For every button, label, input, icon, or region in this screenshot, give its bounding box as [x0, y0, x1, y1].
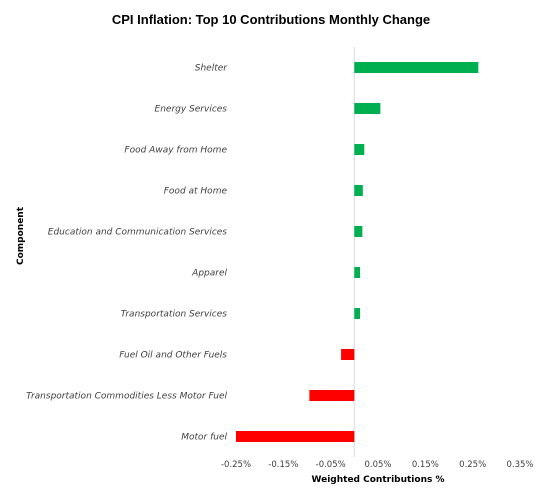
category-label: Apparel — [191, 269, 227, 279]
bar-transportation-services — [354, 308, 361, 319]
bar-apparel — [354, 267, 361, 278]
category-label: Education and Communication Services — [48, 228, 228, 238]
bar-transportation-commodities-less-motor-fuel — [309, 390, 355, 401]
category-label: Motor fuel — [181, 433, 227, 443]
category-label: Fuel Oil and Other Fuels — [119, 351, 227, 361]
category-labels: Shelter Energy Services Food Away from Hom… — [26, 64, 228, 443]
bar-fuel-oil-and-other-fuels — [341, 349, 355, 360]
x-tick-label: -0.25% — [221, 460, 251, 470]
y-axis-title: Component — [16, 206, 26, 265]
category-label: Energy Services — [155, 105, 228, 115]
x-tick-label: 0.35% — [506, 460, 533, 470]
category-label: Transportation Commodities Less Motor Fu… — [26, 392, 227, 402]
x-tick-label: 0.25% — [459, 460, 486, 470]
x-tick-label: -0.15% — [268, 460, 298, 470]
x-axis-title: Weighted Contributions % — [312, 475, 445, 485]
category-label: Food at Home — [164, 187, 228, 197]
category-label: Transportation Services — [121, 310, 228, 320]
bar-education-and-communication-services — [354, 226, 363, 237]
x-tick-label: 0.05% — [364, 460, 391, 470]
bars — [236, 62, 479, 442]
bar-food-away-from-home — [354, 144, 365, 155]
x-tick-label: -0.05% — [316, 460, 346, 470]
category-label: Shelter — [195, 64, 229, 74]
bar-motor-fuel — [236, 431, 355, 442]
chart-title: CPI Inflation: Top 10 Contributions Mont… — [112, 12, 430, 27]
x-tick-labels: -0.25% -0.15% -0.05% 0.05% 0.15% 0.25% 0.35% — [221, 460, 534, 470]
bar-shelter — [354, 62, 479, 73]
bar-food-at-home — [354, 185, 363, 196]
bar-energy-services — [354, 103, 381, 114]
x-tick-label: 0.15% — [412, 460, 439, 470]
category-label: Food Away from Home — [124, 146, 227, 156]
